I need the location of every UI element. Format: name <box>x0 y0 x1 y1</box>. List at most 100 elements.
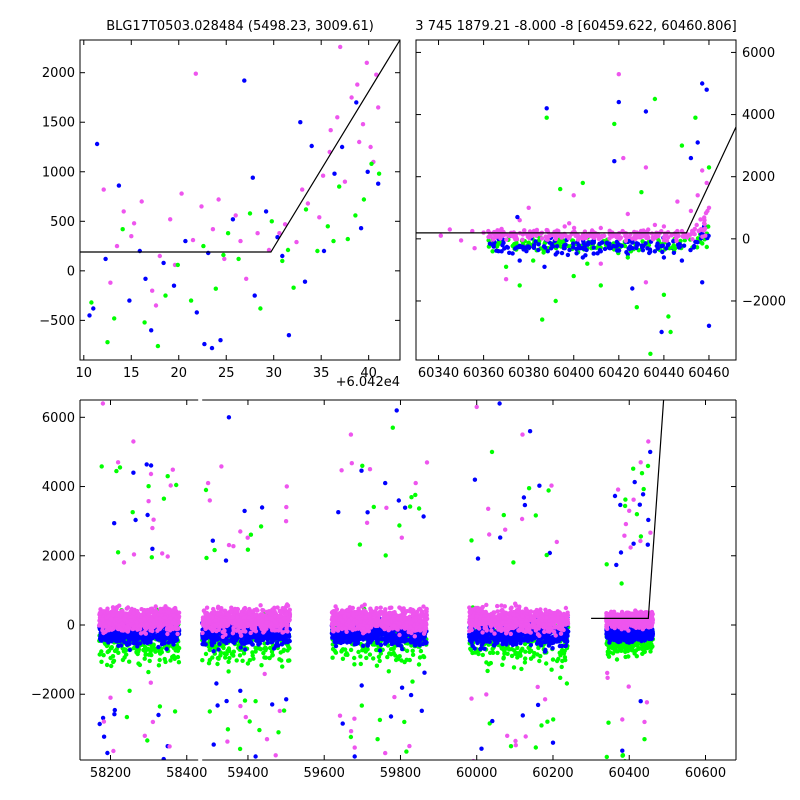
magenta-point <box>160 551 165 556</box>
magenta-point <box>692 232 697 237</box>
green-point <box>337 184 342 189</box>
blue-point <box>366 633 372 638</box>
blue-point <box>127 635 132 640</box>
green-point <box>237 746 243 752</box>
bottom-panel: 58200 58400 59400 59600 59800 60000 60200 60400… <box>31 399 737 781</box>
green-point <box>172 709 178 714</box>
magenta-point <box>222 618 227 623</box>
green-point <box>407 657 412 663</box>
blue-point <box>215 633 220 639</box>
blue-point <box>627 245 632 251</box>
green-point <box>253 645 258 651</box>
blue-point <box>112 712 117 717</box>
blue-point <box>248 640 254 645</box>
green-point <box>124 652 129 657</box>
green-point <box>558 186 563 192</box>
magenta-point <box>567 221 572 226</box>
green-point <box>241 651 247 656</box>
blue-point <box>274 640 280 646</box>
magenta-point <box>241 626 246 631</box>
green-point <box>331 238 336 244</box>
magenta-point <box>233 213 238 218</box>
magenta-point <box>287 607 292 612</box>
blue-point <box>491 242 496 247</box>
blue-point <box>211 742 216 747</box>
blue-point <box>116 183 122 188</box>
magenta-point <box>702 227 707 233</box>
magenta-point <box>244 276 249 281</box>
blue-point <box>218 338 223 343</box>
magenta-point <box>153 303 159 308</box>
magenta-point <box>114 243 120 249</box>
magenta-point <box>111 748 116 754</box>
blue-point <box>265 640 270 646</box>
green-point <box>263 645 268 650</box>
axes-frame <box>79 39 401 361</box>
blue-point <box>361 643 366 648</box>
blue-point <box>270 702 275 707</box>
x-tick-label: 30 <box>265 366 282 381</box>
blue-point <box>161 756 166 760</box>
green-point <box>108 655 113 661</box>
magenta-point <box>173 626 179 631</box>
green-point <box>625 255 630 260</box>
magenta-point <box>514 236 520 242</box>
blue-point <box>209 345 215 351</box>
green-point <box>174 645 179 650</box>
magenta-point <box>598 261 603 266</box>
green-point <box>204 555 209 561</box>
blue-point <box>515 214 520 220</box>
green-point <box>213 286 218 291</box>
magenta-point <box>148 607 154 613</box>
blue-point <box>533 239 538 244</box>
blue-point <box>252 634 257 640</box>
magenta-point <box>168 483 173 488</box>
green-point <box>258 306 263 311</box>
magenta-point <box>284 611 289 617</box>
magenta-point <box>692 226 697 232</box>
blue-point <box>586 240 591 245</box>
green-point <box>226 659 231 664</box>
blue-point <box>149 328 154 333</box>
top-left-title: BLG17T0503.028484 (5498.23, 3009.61) <box>106 19 374 34</box>
magenta-point <box>575 232 580 237</box>
green-point <box>652 96 658 102</box>
magenta-point <box>562 224 567 229</box>
green-point <box>490 249 495 254</box>
green-point <box>174 482 179 488</box>
magenta-point <box>156 624 161 629</box>
magenta-point <box>559 235 564 240</box>
blue-point <box>162 641 167 646</box>
blue-point <box>118 643 124 648</box>
magenta-point <box>260 613 265 618</box>
magenta-point <box>374 72 379 77</box>
magenta-point <box>643 280 649 285</box>
green-point <box>157 649 162 654</box>
blue-point <box>244 636 250 642</box>
green-point <box>661 292 667 297</box>
blue-point <box>91 306 96 311</box>
green-point <box>377 658 382 664</box>
magenta-point <box>151 517 156 522</box>
blue-point <box>648 249 653 254</box>
magenta-point <box>397 632 402 638</box>
magenta-point <box>135 612 141 618</box>
blue-point <box>688 155 694 161</box>
magenta-point <box>138 618 144 623</box>
blue-point <box>700 81 705 86</box>
magenta-point <box>684 235 690 240</box>
blue-point <box>704 87 709 92</box>
magenta-point <box>563 233 568 238</box>
blue-point <box>688 247 693 253</box>
blue-point <box>376 181 381 186</box>
green-point <box>221 252 226 258</box>
magenta-point <box>233 608 238 614</box>
blue-point <box>223 558 229 563</box>
x-tick-label: 20 <box>170 366 187 381</box>
blue-point <box>555 250 560 255</box>
green-point <box>105 340 110 345</box>
blue-point <box>298 120 303 125</box>
y-tick-label: 2000 <box>42 66 75 81</box>
